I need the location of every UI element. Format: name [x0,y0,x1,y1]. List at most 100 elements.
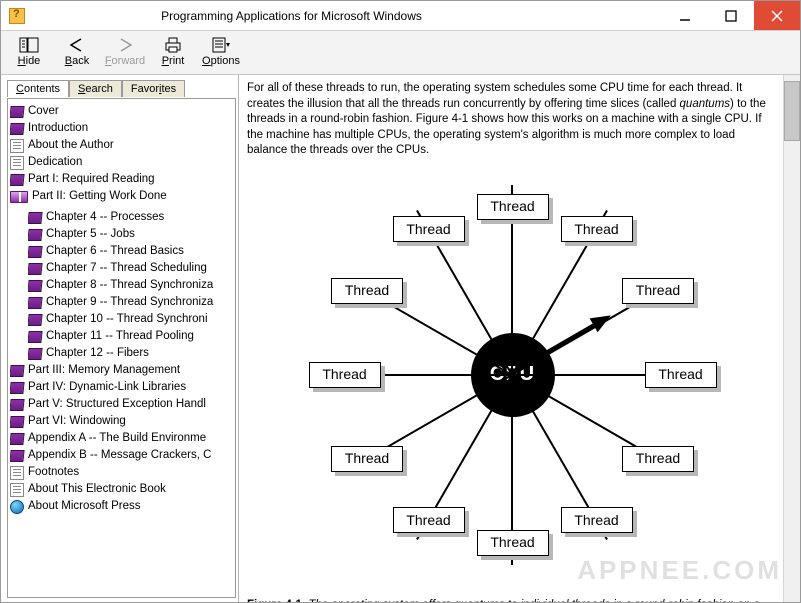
thread-node: Thread [561,216,633,242]
caption-label: Figure 4-1. [247,599,305,602]
tree-item[interactable]: Appendix B -- Message Crackers, C [10,447,233,464]
tree-item[interactable]: Part IV: Dynamic-Link Libraries [10,379,233,396]
book-closed-icon [10,365,25,377]
tab-contents[interactable]: Contents [7,80,69,97]
tree-item-label: Chapter 8 -- Thread Synchroniza [46,277,213,294]
maximize-button[interactable] [708,1,754,30]
page-icon [10,156,24,170]
book-closed-icon [28,246,43,258]
hide-button[interactable]: Hide [5,35,53,67]
book-closed-icon [10,174,25,186]
tree-item[interactable]: Chapter 9 -- Thread Synchroniza [28,294,233,311]
tree-item[interactable]: Chapter 10 -- Thread Synchroni [28,311,233,328]
toolbar: Hide Back Forward Print Options [1,31,800,75]
tree-item-label: Appendix B -- Message Crackers, C [28,447,211,464]
thread-node: Thread [331,446,403,472]
tree-item[interactable]: Appendix A -- The Build Environme [10,430,233,447]
thread-node: Thread [561,507,633,533]
forward-icon [101,35,149,55]
tab-search[interactable]: Search [69,80,122,97]
thread-node: Thread [331,278,403,304]
thread-node: Thread [622,278,694,304]
thread-node: Thread [645,362,717,388]
minimize-button[interactable] [662,1,708,30]
content-pane: For all of these threads to run, the ope… [239,75,800,602]
book-closed-icon [10,106,25,118]
tree-item[interactable]: About Microsoft Press [10,498,233,515]
caption-text: The operating system offers quantums to … [247,599,760,602]
tree-item-label: Part IV: Dynamic-Link Libraries [28,379,186,396]
book-open-icon [10,191,28,203]
book-closed-icon [28,280,43,292]
tree-item-label: Chapter 7 -- Thread Scheduling [46,260,207,277]
thread-node: Thread [477,530,549,556]
book-closed-icon [28,297,43,309]
para-pre: For all of these threads to run, the ope… [247,82,742,110]
thread-node: Thread [622,446,694,472]
tree-item[interactable]: Part III: Memory Management [10,362,233,379]
thread-node: Thread [309,362,381,388]
book-closed-icon [10,382,25,394]
thread-node: Thread [477,194,549,220]
tree-item[interactable]: Chapter 12 -- Fibers [28,345,233,362]
tree-item-label: About This Electronic Book [28,481,166,498]
tree-item-label: Chapter 11 -- Thread Pooling [46,328,194,345]
tree-item[interactable]: Part VI: Windowing [10,413,233,430]
titlebar: Programming Applications for Microsoft W… [1,1,800,31]
tree-item[interactable]: Footnotes [10,464,233,481]
options-icon [197,35,245,55]
scrollbar-thumb[interactable] [784,81,800,141]
tree-item[interactable]: Chapter 6 -- Thread Basics [28,243,233,260]
print-button[interactable]: Print [149,35,197,67]
tree-item[interactable]: Chapter 4 -- Processes [28,209,233,226]
page-icon [10,139,24,153]
tree-item[interactable]: Chapter 5 -- Jobs [28,226,233,243]
page-icon [10,483,24,497]
tree-item[interactable]: About This Electronic Book [10,481,233,498]
tree-item[interactable]: Part I: Required Reading [10,171,233,188]
page-icon [10,466,24,480]
thread-node: Thread [393,216,465,242]
tree-item[interactable]: Dedication [10,154,233,171]
tree-item[interactable]: Part II: Getting Work Done Chapter 4 -- P… [10,188,233,362]
tree-item-label: Chapter 6 -- Thread Basics [46,243,184,260]
tree-item-label: Chapter 4 -- Processes [46,209,164,226]
tree-item[interactable]: Chapter 7 -- Thread Scheduling [28,260,233,277]
book-closed-icon [10,399,25,411]
contents-tree[interactable]: CoverIntroductionAbout the AuthorDedicat… [7,98,236,598]
globe-icon [10,500,24,514]
body-paragraph: For all of these threads to run, the ope… [247,81,778,159]
tree-item[interactable]: Introduction [10,120,233,137]
tree-item[interactable]: Chapter 8 -- Thread Synchroniza [28,277,233,294]
tree-item[interactable]: About the Author [10,137,233,154]
tree-item-label: Cover [28,103,59,120]
tree-item-label: Chapter 5 -- Jobs [46,226,135,243]
book-closed-icon [28,331,43,343]
tab-favorites[interactable]: Favorites [122,80,185,97]
body: Contents Search Favorites CoverIntroduct… [1,75,800,602]
book-closed-icon [28,212,43,224]
book-closed-icon [28,348,43,360]
book-closed-icon [10,450,25,462]
back-icon [53,35,101,55]
tree-item[interactable]: Chapter 11 -- Thread Pooling [28,328,233,345]
tree-item-label: Chapter 12 -- Fibers [46,345,149,362]
tree-item-label: Part I: Required Reading [28,171,155,188]
tree-item[interactable]: Part V: Structured Exception Handl [10,396,233,413]
window-title: Programming Applications for Microsoft W… [31,9,662,23]
tree-item-label: Chapter 9 -- Thread Synchroniza [46,294,213,311]
tree-item-label: Part VI: Windowing [28,413,126,430]
hide-label-rest: ide [26,55,41,67]
tree-item[interactable]: Cover [10,103,233,120]
forward-button[interactable]: Forward [101,35,149,67]
nav-pane: Contents Search Favorites CoverIntroduct… [1,75,239,602]
para-em: quantums [680,98,731,110]
hide-label-u: H [18,55,26,67]
options-button[interactable]: Options [197,35,245,67]
close-button[interactable] [754,1,800,30]
forward-label: Forward [101,55,149,67]
tree-item-label: Part II: Getting Work Done [32,188,167,205]
tree-item-label: Dedication [28,154,82,171]
scrollbar[interactable] [783,75,800,602]
back-button[interactable]: Back [53,35,101,67]
